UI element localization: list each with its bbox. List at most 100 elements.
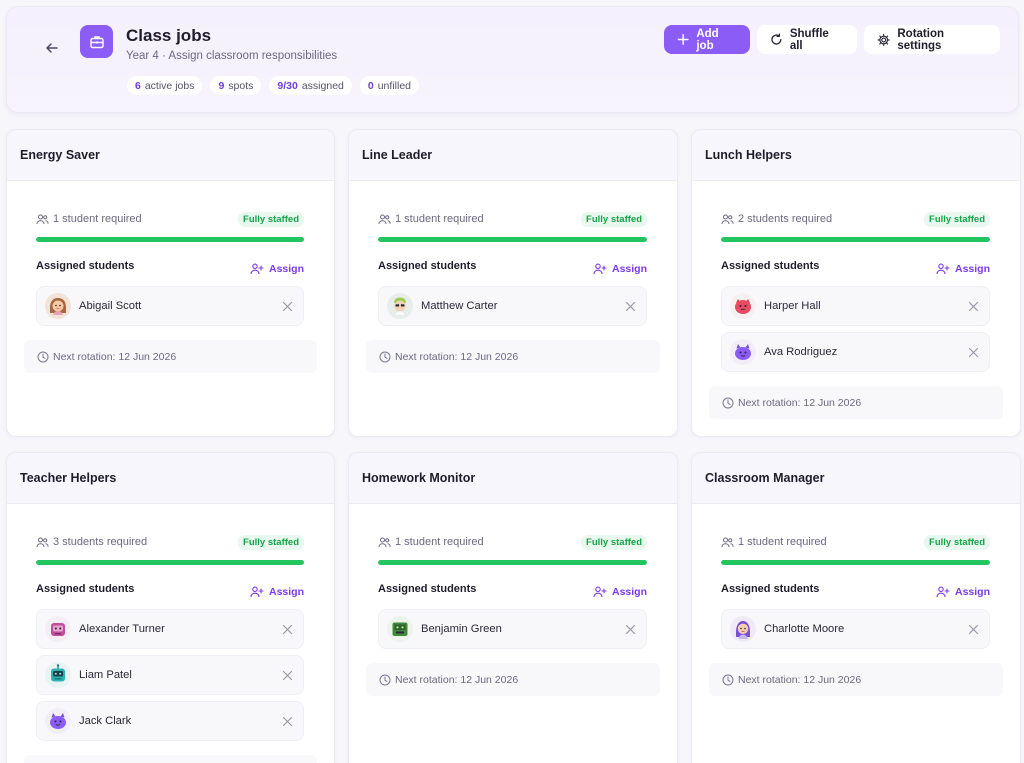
student-row[interactable]: Ava Rodriguez: [721, 332, 990, 372]
requirement-row: 1 student required Fully staffed: [36, 211, 304, 227]
assign-button[interactable]: Assign: [250, 263, 304, 275]
users-icon: [721, 214, 734, 224]
assign-button[interactable]: Assign: [936, 586, 990, 598]
staffing-progress-bar: [378, 560, 647, 565]
staffing-progress-bar: [721, 237, 990, 242]
assigned-students-label: Assigned students: [36, 260, 135, 272]
required-count: 1 student required: [395, 536, 484, 548]
student-list: Benjamin Green: [378, 609, 647, 655]
student-row[interactable]: Liam Patel: [36, 655, 304, 695]
assign-button[interactable]: Assign: [593, 263, 647, 275]
remove-student-button[interactable]: [279, 667, 295, 683]
close-icon: [282, 301, 292, 311]
remove-student-button[interactable]: [279, 713, 295, 729]
student-name: Liam Patel: [79, 669, 132, 681]
staffing-progress-fill: [36, 560, 304, 565]
student-name: Benjamin Green: [421, 623, 502, 635]
student-name: Harper Hall: [764, 300, 821, 312]
remove-student-button[interactable]: [965, 298, 981, 314]
stat-chip-assigned: 9/30 assigned: [269, 76, 352, 95]
job-title: Homework Monitor: [349, 453, 677, 504]
status-badge: Fully staffed: [581, 534, 647, 550]
job-card: Lunch Helpers 2 students required Fully …: [691, 129, 1021, 437]
avatar: [45, 708, 71, 734]
job-card: Line Leader 1 student required Fully sta…: [348, 129, 678, 437]
assign-button[interactable]: Assign: [593, 586, 647, 598]
remove-student-button[interactable]: [965, 621, 981, 637]
stats-chips: 6 active jobs 9 spots 9/30 assigned 0 unfill…: [127, 76, 419, 95]
user-plus-icon: [593, 263, 607, 275]
back-button[interactable]: [37, 33, 67, 63]
staffing-progress-bar: [36, 237, 304, 242]
required-count: 1 student required: [53, 213, 142, 225]
required-count: 2 students required: [738, 213, 833, 225]
rotation-settings-button[interactable]: Rotation settings: [864, 25, 1000, 54]
avatar: [387, 293, 413, 319]
header-actions: Add job Shuffle all Rotation settings: [664, 25, 1000, 54]
user-plus-icon: [936, 586, 950, 598]
assign-button[interactable]: Assign: [936, 263, 990, 275]
student-row[interactable]: Abigail Scott: [36, 286, 304, 326]
arrow-left-icon: [46, 43, 58, 53]
avatar: [387, 616, 413, 642]
staffing-progress-fill: [721, 560, 990, 565]
page-subtitle: Year 4 · Assign classroom responsibiliti…: [126, 50, 338, 62]
required-count: 3 students required: [53, 536, 148, 548]
student-name: Abigail Scott: [79, 300, 142, 312]
shuffle-all-button[interactable]: Shuffle all: [757, 25, 857, 54]
status-badge: Fully staffed: [238, 534, 304, 550]
stat-chip-active-jobs: 6 active jobs: [127, 76, 203, 95]
staffing-progress-fill: [378, 560, 647, 565]
job-card: Teacher Helpers 3 students required Full…: [6, 452, 335, 763]
clock-icon: [722, 397, 734, 408]
student-row[interactable]: Harper Hall: [721, 286, 990, 326]
user-plus-icon: [936, 263, 950, 275]
requirement-row: 3 students required Fully staffed: [36, 534, 304, 550]
close-icon: [968, 301, 978, 311]
remove-student-button[interactable]: [622, 621, 638, 637]
staffing-progress-bar: [36, 560, 304, 565]
student-list: Charlotte Moore: [721, 609, 990, 655]
avatar: [45, 616, 71, 642]
assigned-header: Assigned students Assign: [36, 258, 304, 275]
job-title: Line Leader: [349, 130, 677, 181]
add-job-button[interactable]: Add job: [664, 25, 750, 54]
assigned-header: Assigned students Assign: [36, 581, 304, 598]
plus-icon: [677, 34, 689, 45]
assigned-students-label: Assigned students: [36, 583, 135, 595]
users-icon: [378, 214, 391, 224]
close-icon: [968, 624, 978, 634]
remove-student-button[interactable]: [622, 298, 638, 314]
remove-student-button[interactable]: [965, 344, 981, 360]
clock-icon: [379, 674, 391, 685]
remove-student-button[interactable]: [279, 621, 295, 637]
clock-icon: [37, 351, 49, 362]
next-rotation: Next rotation: 12 Jun 2026: [366, 340, 660, 373]
assigned-header: Assigned students Assign: [721, 258, 990, 275]
student-row[interactable]: Matthew Carter: [378, 286, 647, 326]
remove-student-button[interactable]: [279, 298, 295, 314]
student-row[interactable]: Jack Clark: [36, 701, 304, 741]
close-icon: [625, 624, 635, 634]
next-rotation: Next rotation: 12 Jun 2026: [24, 340, 317, 373]
requirement-row: 2 students required Fully staffed: [721, 211, 990, 227]
assign-button[interactable]: Assign: [250, 586, 304, 598]
user-plus-icon: [593, 586, 607, 598]
student-row[interactable]: Alexander Turner: [36, 609, 304, 649]
student-row[interactable]: Charlotte Moore: [721, 609, 990, 649]
briefcase-icon: [80, 25, 113, 58]
staffing-progress-fill: [36, 237, 304, 242]
student-list: Alexander Turner Liam Patel Jack Clark: [36, 609, 304, 747]
job-title: Teacher Helpers: [7, 453, 334, 504]
student-name: Matthew Carter: [421, 300, 498, 312]
requirement-row: 1 student required Fully staffed: [721, 534, 990, 550]
student-row[interactable]: Benjamin Green: [378, 609, 647, 649]
assigned-students-label: Assigned students: [721, 583, 820, 595]
users-icon: [36, 214, 49, 224]
next-rotation: Next rotation: 12 Jun 2026: [366, 663, 660, 696]
page-header: Class jobs Year 4 · Assign classroom res…: [6, 6, 1019, 113]
job-title: Energy Saver: [7, 130, 334, 181]
user-plus-icon: [250, 586, 264, 598]
job-title: Lunch Helpers: [692, 130, 1020, 181]
staffing-progress-fill: [378, 237, 647, 242]
